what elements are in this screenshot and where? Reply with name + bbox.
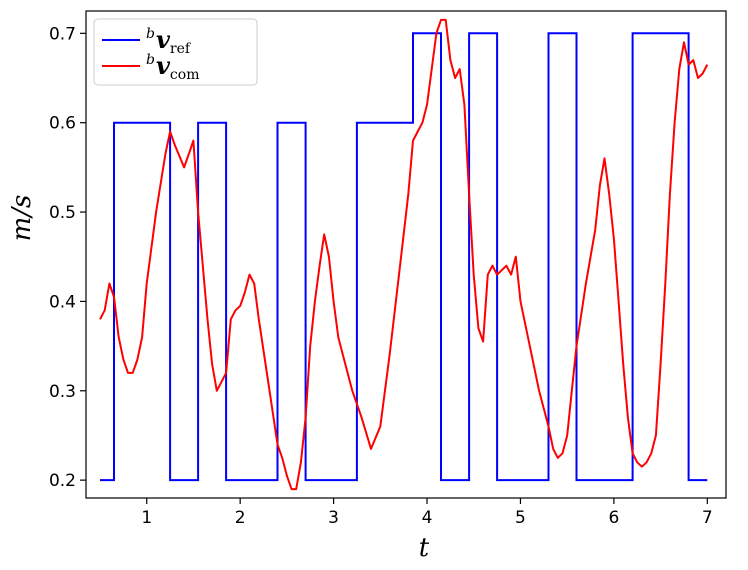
plot-area (85, 10, 727, 499)
legend-entry-com: bvcom (146, 51, 199, 83)
y-tick-label: 0.7 (49, 24, 76, 44)
x-tick-label: 7 (702, 508, 713, 528)
x-axis-ticks: 1 2 3 4 5 6 7 (141, 498, 713, 528)
y-tick-label: 0.6 (49, 114, 76, 134)
x-tick-label: 1 (141, 508, 152, 528)
series-line-com (99, 18, 709, 491)
x-tick-label: 5 (515, 508, 526, 528)
plot-frame (85, 10, 727, 499)
y-axis-label: m/s (7, 195, 37, 242)
y-tick-label: 0.3 (49, 382, 76, 402)
y-tick-label: 0.2 (49, 471, 76, 491)
x-tick-label: 2 (235, 508, 246, 528)
series-line-ref (100, 32, 708, 482)
series-layer (99, 18, 709, 491)
y-tick-label: 0.5 (49, 203, 76, 223)
x-tick-label: 4 (422, 508, 433, 528)
x-tick-label: 3 (328, 508, 339, 528)
y-axis-ticks: 0.2 0.3 0.4 0.5 0.6 0.7 (49, 24, 86, 491)
legend-entry-ref: bvref (146, 25, 192, 57)
y-tick-label: 0.4 (49, 292, 76, 312)
x-tick-label: 6 (608, 508, 619, 528)
x-axis-label: t (419, 533, 430, 563)
legend: bvref bvcom (93, 18, 258, 86)
legend-box (93, 18, 258, 86)
